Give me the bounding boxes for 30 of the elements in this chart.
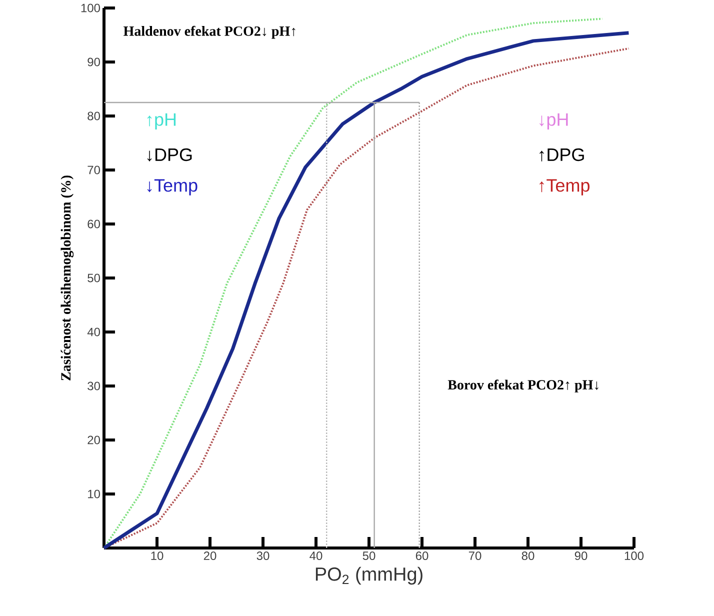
y-tick-label: 50 <box>88 274 100 282</box>
annotation: Borov efekat PCO2↑ pH↓ <box>448 380 598 392</box>
annotation: ↓pH <box>540 113 568 130</box>
x-tick-label: 50 <box>362 552 376 560</box>
annotation: ↓DPG <box>147 148 192 162</box>
x-tick-label: 20 <box>204 552 216 560</box>
y-axis-title: Zasićenost oksihemoglobinom (%) <box>60 176 74 380</box>
x-axis-title: PO$_{2}$ (mmHg) <box>316 566 422 585</box>
y-tick-label: 60 <box>88 220 100 228</box>
y-tick-label: 90 <box>88 58 100 66</box>
x-tick-label: 60 <box>416 552 428 560</box>
x-tick-label: 10 <box>151 552 164 560</box>
annotation: ↓Temp <box>147 179 198 196</box>
annotation: ↑Temp <box>540 179 590 196</box>
x-tick-label: 90 <box>574 552 588 560</box>
y-tick-label: 40 <box>87 328 100 336</box>
y-tick-label: 30 <box>88 382 100 390</box>
y-tick-label: 100 <box>81 4 100 12</box>
x-tick-label: 100 <box>624 552 644 560</box>
x-tick-label: 40 <box>310 552 322 560</box>
y-tick-label: 10 <box>88 490 100 498</box>
annotation: Haldenov efekat PCO2↓ pH↑ <box>124 26 296 39</box>
x-tick-label: 80 <box>522 552 534 560</box>
y-tick-label: 80 <box>88 112 100 120</box>
y-tick-label: 70 <box>88 166 100 174</box>
annotation: ↑DPG <box>540 148 584 162</box>
x-tick-label: 30 <box>256 552 270 560</box>
y-tick-label: 20 <box>88 436 100 444</box>
x-tick-label: 70 <box>468 552 482 560</box>
annotation: ↑pH <box>147 113 176 130</box>
